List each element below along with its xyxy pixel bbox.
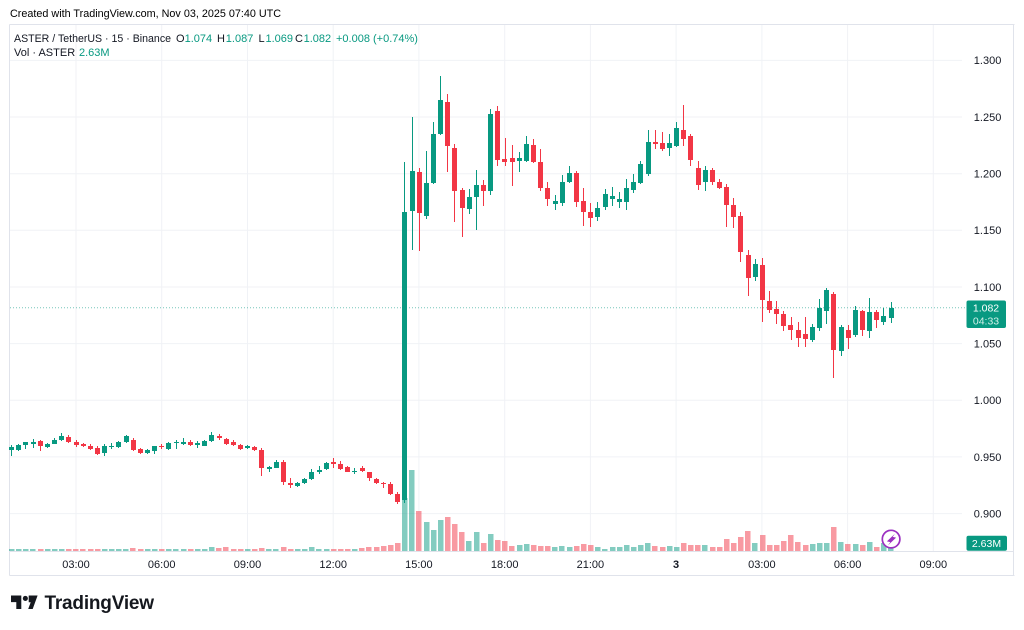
svg-text:2.63M: 2.63M [972, 538, 1001, 550]
svg-text:1.100: 1.100 [974, 282, 1002, 294]
svg-text:1.000: 1.000 [974, 395, 1002, 407]
svg-text:Created with TradingView.com,: Created with TradingView.com, Nov 03, 20… [10, 8, 281, 20]
svg-text:C: C [295, 33, 303, 45]
svg-text:1.069: 1.069 [266, 33, 294, 45]
svg-text:1.300: 1.300 [974, 55, 1002, 67]
svg-text:06:00: 06:00 [834, 559, 862, 571]
svg-text:TradingView: TradingView [45, 593, 155, 614]
svg-text:1.200: 1.200 [974, 169, 1002, 181]
svg-text:+0.008 (+0.74%): +0.008 (+0.74%) [336, 33, 418, 45]
svg-text:1.082: 1.082 [973, 303, 999, 315]
svg-text:3: 3 [673, 559, 679, 571]
svg-text:Vol · ASTER: Vol · ASTER [14, 47, 75, 59]
svg-text:09:00: 09:00 [234, 559, 262, 571]
svg-text:12:00: 12:00 [319, 559, 347, 571]
svg-text:15:00: 15:00 [405, 559, 433, 571]
svg-text:03:00: 03:00 [62, 559, 90, 571]
svg-text:1.087: 1.087 [226, 33, 254, 45]
svg-text:0.900: 0.900 [974, 508, 1002, 520]
svg-text:03:00: 03:00 [748, 559, 776, 571]
svg-text:09:00: 09:00 [920, 559, 948, 571]
svg-text:H: H [217, 33, 225, 45]
svg-text:2.63M: 2.63M [79, 47, 110, 59]
svg-text:21:00: 21:00 [577, 559, 605, 571]
svg-text:04:33: 04:33 [973, 316, 999, 328]
svg-text:06:00: 06:00 [148, 559, 176, 571]
svg-text:1.150: 1.150 [974, 225, 1002, 237]
svg-text:1.050: 1.050 [974, 338, 1002, 350]
svg-text:1.082: 1.082 [304, 33, 332, 45]
svg-text:1.074: 1.074 [185, 33, 213, 45]
svg-text:O: O [176, 33, 185, 45]
svg-text:1.250: 1.250 [974, 112, 1002, 124]
svg-text:18:00: 18:00 [491, 559, 519, 571]
svg-text:0.950: 0.950 [974, 452, 1002, 464]
svg-text:L: L [259, 33, 265, 45]
svg-text:ASTER / TetherUS · 15 · Binanc: ASTER / TetherUS · 15 · Binance [14, 33, 171, 45]
